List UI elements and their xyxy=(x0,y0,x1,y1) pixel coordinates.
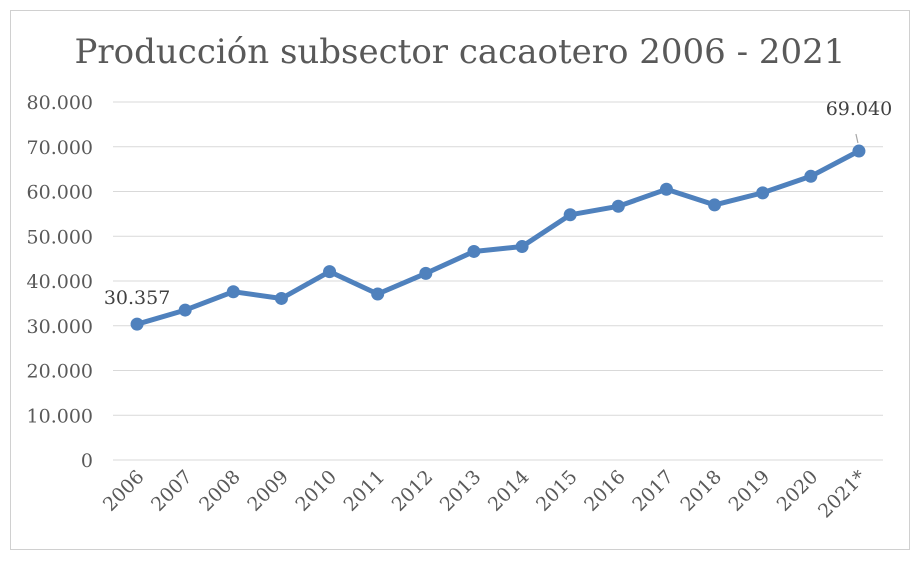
data-point xyxy=(130,317,144,331)
x-tick-label: 2009 xyxy=(243,466,293,516)
y-axis-ticks: 0 10.000 20.000 30.000 40.000 50.000 60.000 70.… xyxy=(27,92,93,472)
x-tick-label: 2015 xyxy=(532,466,582,516)
data-point xyxy=(852,144,866,158)
series-line xyxy=(134,148,862,327)
y-tick-label: 0 xyxy=(81,450,93,472)
x-tick-label: 2017 xyxy=(628,466,678,516)
y-tick-label: 10.000 xyxy=(27,405,93,427)
grid-lines xyxy=(113,101,883,461)
x-tick-label: 2011 xyxy=(339,466,389,516)
x-tick-label: 2018 xyxy=(676,466,726,516)
data-point xyxy=(323,265,337,279)
y-tick-label: 70.000 xyxy=(27,137,93,159)
x-tick-label: 2008 xyxy=(195,466,245,516)
data-point xyxy=(274,291,288,305)
data-label: 30.357 xyxy=(104,287,170,309)
y-tick-label: 80.000 xyxy=(27,92,93,114)
x-tick-label: 2021* xyxy=(814,466,871,523)
x-tick-label: 2006 xyxy=(99,466,149,516)
data-point xyxy=(708,198,722,212)
x-tick-label: 2019 xyxy=(724,466,774,516)
x-tick-label: 2013 xyxy=(436,466,486,516)
data-point xyxy=(611,199,625,213)
y-tick-label: 50.000 xyxy=(27,226,93,248)
x-tick-label: 2016 xyxy=(580,466,630,516)
chart-title: Producción subsector cacaotero 2006 - 20… xyxy=(75,32,846,72)
data-point xyxy=(467,244,481,258)
leader-line xyxy=(855,133,859,144)
y-tick-label: 20.000 xyxy=(27,361,93,383)
data-point xyxy=(178,303,192,317)
y-tick-label: 30.000 xyxy=(27,316,93,338)
series-layer xyxy=(130,144,866,331)
x-axis-ticks: 2006200720082009201020112012201320142015… xyxy=(99,466,871,523)
data-label: 69.040 xyxy=(826,98,892,120)
data-point xyxy=(371,287,385,301)
y-tick-label: 40.000 xyxy=(27,271,93,293)
y-tick-label: 60.000 xyxy=(27,182,93,204)
data-point xyxy=(756,186,770,200)
data-point xyxy=(515,240,529,254)
data-point xyxy=(804,169,818,183)
x-tick-label: 2007 xyxy=(147,466,197,516)
x-tick-label: 2010 xyxy=(291,466,341,516)
data-point xyxy=(563,208,577,222)
x-tick-label: 2014 xyxy=(484,466,534,516)
data-labels: 30.357 69.040 xyxy=(104,98,892,309)
data-point xyxy=(226,285,240,299)
data-point xyxy=(419,266,433,280)
x-tick-label: 2012 xyxy=(388,466,438,516)
data-point xyxy=(659,182,673,196)
